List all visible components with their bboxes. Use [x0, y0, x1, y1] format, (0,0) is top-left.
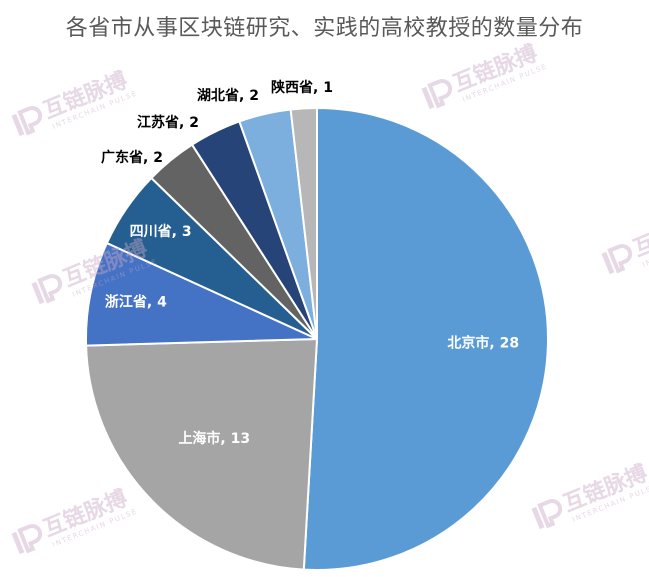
pie-slice-2	[85, 337, 319, 571]
pie-slice-8	[289, 106, 318, 340]
pie-slice-3	[85, 241, 318, 347]
pie-slices	[85, 106, 550, 571]
pie-slice-1	[302, 106, 550, 571]
slice-label-2: 上海市, 13	[178, 430, 250, 447]
ip-logo-icon	[601, 244, 633, 275]
ip-logo-icon	[421, 79, 453, 110]
slice-label-8: 陕西省, 1	[271, 79, 333, 96]
slice-label-3: 浙江省, 4	[105, 293, 167, 310]
ip-logo-icon	[11, 106, 43, 137]
pie-labels: 北京市, 28 上海市, 13 浙江省, 4 四川省, 3 广东省, 2 江苏省, 2 湖北…	[101, 79, 519, 447]
slice-label-4: 四川省, 3	[130, 223, 192, 240]
slice-label-5: 广东省, 2	[101, 149, 163, 166]
ip-logo-icon	[11, 524, 43, 555]
watermark-brand: 互链脉搏	[630, 205, 649, 262]
slice-label-6: 江苏省, 2	[137, 114, 199, 131]
slice-label-1: 北京市, 28	[447, 335, 519, 352]
chart-title: 各省市从事区块链研究、实践的高校教授的数量分布	[65, 16, 584, 41]
slice-label-7: 湖北省, 2	[197, 87, 259, 104]
ip-logo-icon	[31, 274, 63, 305]
ip-logo-icon	[531, 499, 563, 530]
